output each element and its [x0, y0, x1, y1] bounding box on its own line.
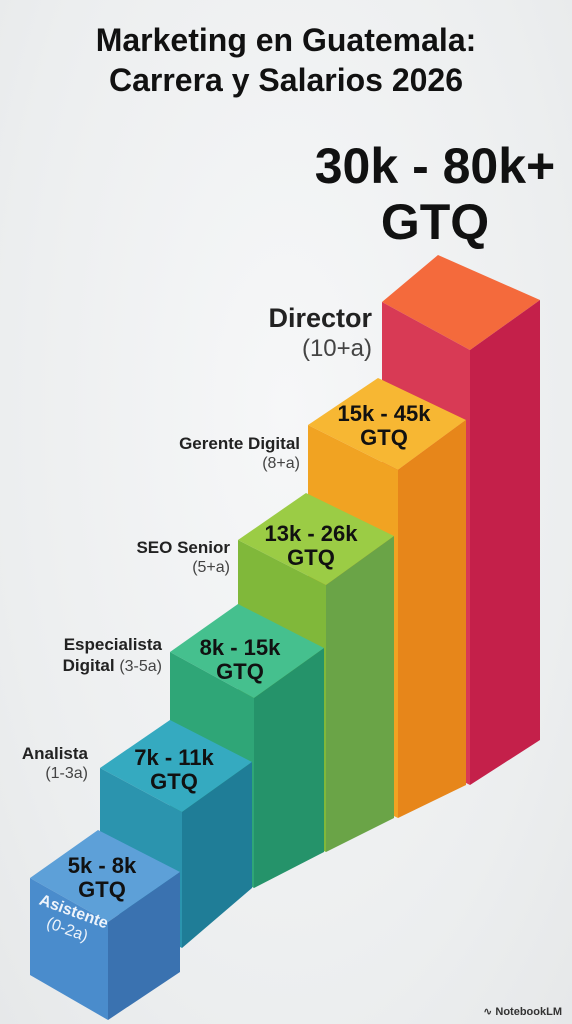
gerente-salary-currency: GTQ: [360, 425, 408, 450]
analista-role: Analista: [21, 744, 88, 763]
step-gerente-side: [398, 420, 466, 818]
step-analista-side: [182, 762, 252, 948]
especialista-label: Especialista Digital (3-5a): [20, 634, 162, 677]
step-especialista-top: [170, 604, 324, 698]
seo-salary: 13k - 26k GTQ: [244, 522, 378, 570]
asistente-salary: 5k - 8k GTQ: [38, 854, 166, 902]
asistente-salary-currency: GTQ: [78, 877, 126, 902]
seo-label: SEO Senior (5+a): [100, 538, 230, 578]
seo-years: (5+a): [192, 559, 230, 576]
gerente-label: Gerente Digital (8+a): [120, 434, 300, 474]
step-especialista-side: [254, 648, 324, 888]
step-seo-side: [326, 536, 394, 852]
director-salary-currency: GTQ: [380, 194, 490, 250]
analista-salary-currency: GTQ: [150, 769, 198, 794]
especialista-salary-range: 8k - 15k: [199, 635, 281, 660]
step-asistente-top: [30, 830, 180, 922]
especialista-salary-currency: GTQ: [216, 659, 264, 684]
step-asistente-front: [30, 878, 108, 1020]
director-salary-range: 30k - 80k+: [314, 138, 556, 194]
especialista-role-line-2: Digital: [62, 656, 115, 675]
director-label: Director (10+a): [200, 302, 372, 364]
step-seo-top: [238, 493, 394, 585]
analista-years: (1-3a): [45, 765, 88, 782]
seo-salary-currency: GTQ: [287, 545, 335, 570]
step-analista-top: [100, 720, 252, 812]
director-role: Director: [268, 303, 372, 333]
title-line-2: Carrera y Salarios 2026: [108, 62, 464, 98]
watermark-text: NotebookLM: [495, 1006, 562, 1018]
especialista-salary: 8k - 15k GTQ: [174, 636, 306, 684]
analista-label: Analista (1-3a): [0, 744, 88, 784]
analista-salary: 7k - 11k GTQ: [106, 746, 242, 794]
step-director-top: [382, 255, 540, 350]
step-gerente-top: [308, 378, 466, 470]
asistente-salary-range: 5k - 8k: [67, 853, 137, 878]
watermark: ∿ NotebookLM: [483, 1005, 562, 1018]
analista-salary-range: 7k - 11k: [134, 745, 214, 770]
notebooklm-logo-icon: ∿: [483, 1006, 493, 1018]
step-director-side: [470, 300, 540, 785]
seo-salary-range: 13k - 26k: [264, 521, 358, 546]
step-asistente: [30, 830, 180, 1020]
director-years: (10+a): [301, 335, 372, 362]
seo-role: SEO Senior: [136, 538, 230, 557]
gerente-salary: 15k - 45k GTQ: [316, 402, 452, 450]
step-asistente-side: [108, 872, 180, 1020]
director-salary: 30k - 80k+ GTQ: [290, 138, 572, 250]
title-line-1: Marketing en Guatemala:: [95, 22, 477, 58]
especialista-role-line-1: Especialista: [63, 635, 162, 654]
gerente-salary-range: 15k - 45k: [337, 401, 431, 426]
especialista-years: (3-5a): [119, 658, 162, 675]
gerente-years: (8+a): [262, 455, 300, 472]
gerente-role: Gerente Digital: [179, 434, 300, 453]
page-title: Marketing en Guatemala: Carrera y Salari…: [0, 20, 572, 100]
